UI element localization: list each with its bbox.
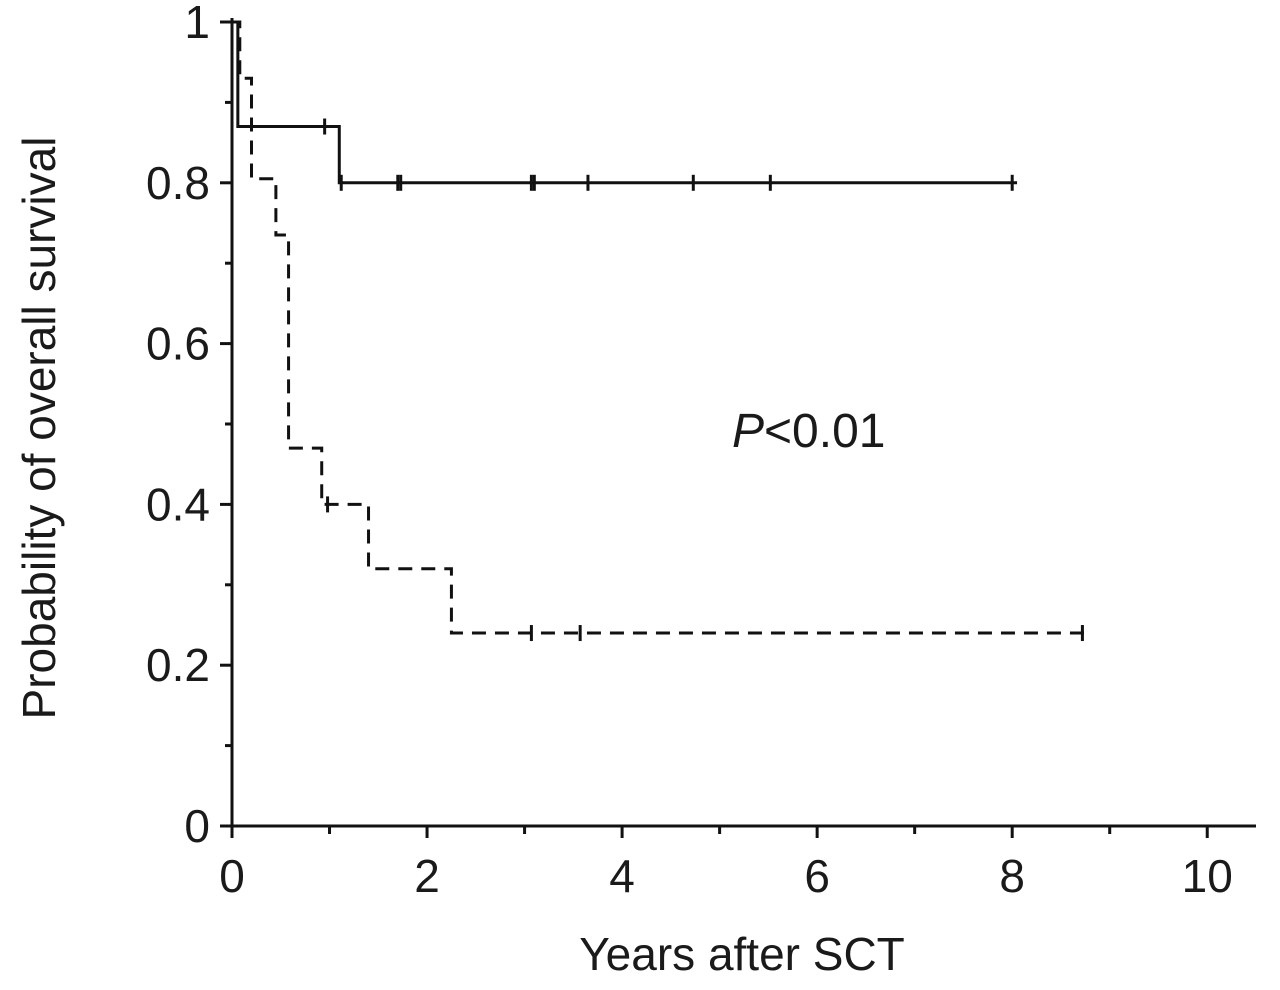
x-tick-label: 8 [999, 850, 1025, 902]
y-axis-label: Probability of overall survival [13, 137, 65, 720]
survival-curve-dashed [232, 20, 1091, 635]
y-tick-label: 0.6 [146, 318, 210, 370]
survival-curve-solid [232, 20, 1018, 185]
series-group [232, 20, 1091, 642]
axes: 00.20.40.60.810 2 4 6 8 10 [146, 0, 1256, 902]
y-tick-label: 0.4 [146, 478, 210, 530]
y-tick-label: 0.2 [146, 639, 210, 691]
x-axis-label: Years after SCT [579, 928, 905, 980]
p-value-text: <0.01 [764, 405, 885, 458]
y-tick-label: 1 [184, 0, 210, 48]
p-value-annotation: P<0.01 [732, 405, 885, 458]
x-tick-label: 6 [804, 850, 830, 902]
y-tick-label: 0.8 [146, 157, 210, 209]
y-tick-label: 0 [184, 800, 210, 852]
x-tick-label: 4 [609, 850, 635, 902]
x-tick-label: 10 [1182, 850, 1233, 902]
x-tick-label: 2 [414, 850, 440, 902]
labels-group: Years after SCT Probability of overall s… [13, 137, 905, 980]
x-tick-label: 0 [219, 850, 245, 902]
p-value-italic: P [732, 405, 764, 458]
